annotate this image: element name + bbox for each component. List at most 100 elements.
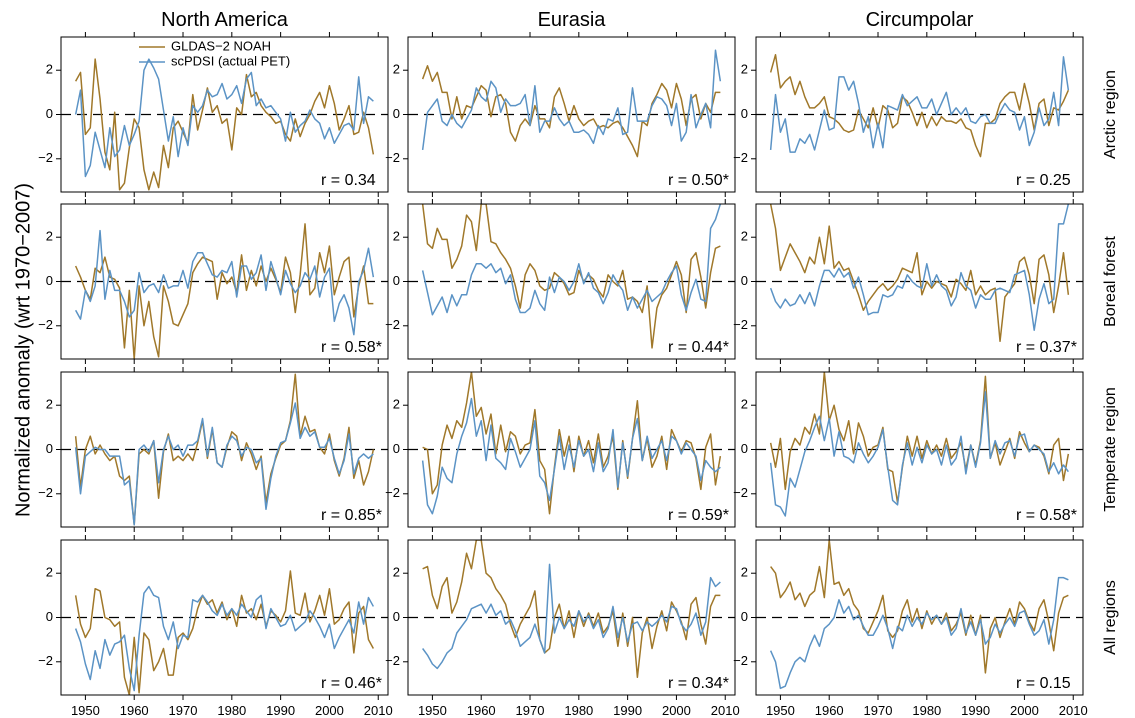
x-tick-label-north-america-all-regions-1970: 1970 <box>169 703 198 718</box>
series-line-scpdsi-eurasia-arctic-region <box>421 49 722 151</box>
y-tick-label-eurasia-boreal-forest-0: 0 <box>393 273 400 288</box>
x-tick-label-north-america-all-regions-1980: 1980 <box>217 703 246 718</box>
y-tick-label-eurasia-temperate-region-0: 0 <box>393 441 400 456</box>
x-tick-label-north-america-all-regions-1990: 1990 <box>266 703 295 718</box>
x-tick-label-eurasia-all-regions-2010: 2010 <box>711 703 740 718</box>
series-line-gldas-eurasia-temperate-region <box>422 372 722 515</box>
series-line-scpdsi-north-america-all-regions <box>74 585 375 692</box>
y-tick-label-eurasia-temperate-region--2: −2 <box>385 485 400 500</box>
legend-label-scpdsi: scPDSI (actual PET) <box>171 53 290 68</box>
y-tick-label-north-america-arctic-region-2: 2 <box>46 62 53 77</box>
x-tick-label-circumpolar-all-regions-1960: 1960 <box>815 703 844 718</box>
y-tick-label-circumpolar-temperate-region-0: 0 <box>741 441 748 456</box>
column-title-eurasia: Eurasia <box>538 9 607 31</box>
r-annotation-circumpolar-arctic-region: r = 0.25 <box>1016 172 1071 189</box>
r-annotation-circumpolar-boreal-forest: r = 0.37* <box>1016 339 1077 356</box>
series-line-gldas-circumpolar-arctic-region <box>769 53 1070 158</box>
x-tick-label-circumpolar-all-regions-2010: 2010 <box>1059 703 1088 718</box>
y-tick-label-circumpolar-arctic-region--2: −2 <box>733 150 748 165</box>
y-tick-label-north-america-arctic-region-0: 0 <box>46 106 53 121</box>
x-tick-label-north-america-all-regions-2000: 2000 <box>315 703 344 718</box>
y-tick-label-north-america-all-regions-0: 0 <box>46 609 53 624</box>
series-line-scpdsi-circumpolar-boreal-forest <box>769 204 1070 331</box>
x-tick-label-circumpolar-all-regions-1980: 1980 <box>912 703 941 718</box>
row-title-all-regions: All regions <box>1102 580 1119 655</box>
row-title-boreal-forest: Boreal forest <box>1102 236 1119 327</box>
legend-label-gldas: GLDAS−2 NOAH <box>171 38 271 53</box>
x-tick-label-circumpolar-all-regions-1990: 1990 <box>961 703 990 718</box>
r-annotation-eurasia-temperate-region: r = 0.59* <box>668 507 729 524</box>
series-line-scpdsi-north-america-boreal-forest <box>74 229 375 336</box>
series-line-scpdsi-north-america-arctic-region <box>74 58 374 178</box>
x-tick-label-eurasia-all-regions-1980: 1980 <box>564 703 593 718</box>
y-tick-label-circumpolar-boreal-forest-0: 0 <box>741 273 748 288</box>
y-tick-label-eurasia-all-regions-2: 2 <box>393 565 400 580</box>
row-title-temperate-region: Temperate region <box>1102 387 1119 512</box>
r-annotation-eurasia-boreal-forest: r = 0.44* <box>668 339 729 356</box>
column-title-north-america: North America <box>161 9 289 31</box>
x-tick-label-circumpolar-all-regions-2000: 2000 <box>1010 703 1039 718</box>
y-tick-label-north-america-boreal-forest--2: −2 <box>38 317 53 332</box>
x-tick-label-eurasia-all-regions-1970: 1970 <box>516 703 545 718</box>
series-line-gldas-circumpolar-all-regions <box>770 540 1069 674</box>
y-tick-label-circumpolar-boreal-forest-2: 2 <box>741 229 748 244</box>
y-tick-label-circumpolar-all-regions-2: 2 <box>741 565 748 580</box>
x-tick-label-eurasia-all-regions-1990: 1990 <box>613 703 642 718</box>
x-tick-label-north-america-all-regions-2010: 2010 <box>364 703 393 718</box>
series-line-scpdsi-eurasia-boreal-forest <box>421 204 722 316</box>
y-tick-label-eurasia-arctic-region--2: −2 <box>385 150 400 165</box>
series-line-gldas-circumpolar-temperate-region <box>769 372 1070 504</box>
row-title-arctic-region: Arctic region <box>1102 70 1119 159</box>
y-tick-label-circumpolar-boreal-forest--2: −2 <box>733 317 748 332</box>
y-axis-label: Normalized anomaly (wrt 1970−2007) <box>12 183 34 517</box>
series-line-scpdsi-eurasia-all-regions <box>422 563 721 670</box>
y-tick-label-north-america-arctic-region--2: −2 <box>38 150 53 165</box>
series-line-scpdsi-eurasia-temperate-region <box>421 397 721 515</box>
series-line-gldas-north-america-boreal-forest <box>74 223 374 359</box>
r-annotation-circumpolar-temperate-region: r = 0.58* <box>1016 507 1077 524</box>
y-tick-label-north-america-boreal-forest-2: 2 <box>46 229 53 244</box>
series-line-gldas-eurasia-boreal-forest <box>421 204 721 349</box>
y-tick-label-circumpolar-temperate-region--2: −2 <box>733 485 748 500</box>
r-annotation-north-america-boreal-forest: r = 0.58* <box>321 339 382 356</box>
y-tick-label-eurasia-temperate-region-2: 2 <box>393 397 400 412</box>
y-tick-label-circumpolar-arctic-region-2: 2 <box>741 62 748 77</box>
r-annotation-north-america-all-regions: r = 0.46* <box>321 675 382 692</box>
y-tick-label-north-america-all-regions-2: 2 <box>46 565 53 580</box>
r-annotation-north-america-arctic-region: r = 0.34 <box>321 172 376 189</box>
y-tick-label-north-america-all-regions--2: −2 <box>38 653 53 668</box>
x-tick-label-eurasia-all-regions-1950: 1950 <box>418 703 447 718</box>
y-tick-label-north-america-temperate-region--2: −2 <box>38 485 53 500</box>
y-tick-label-circumpolar-arctic-region-0: 0 <box>741 106 748 121</box>
x-tick-label-circumpolar-all-regions-1970: 1970 <box>864 703 893 718</box>
x-tick-label-circumpolar-all-regions-1950: 1950 <box>766 703 795 718</box>
y-tick-label-eurasia-boreal-forest-2: 2 <box>393 229 400 244</box>
x-tick-label-north-america-all-regions-1960: 1960 <box>120 703 149 718</box>
series-line-gldas-circumpolar-boreal-forest <box>769 204 1070 343</box>
series-line-scpdsi-circumpolar-arctic-region <box>769 56 1070 153</box>
y-tick-label-eurasia-all-regions--2: −2 <box>385 653 400 668</box>
series-line-scpdsi-circumpolar-all-regions <box>769 576 1069 690</box>
y-tick-label-north-america-temperate-region-0: 0 <box>46 441 53 456</box>
y-tick-label-circumpolar-temperate-region-2: 2 <box>741 397 748 412</box>
x-tick-label-eurasia-all-regions-1960: 1960 <box>467 703 496 718</box>
y-tick-label-eurasia-all-regions-0: 0 <box>393 609 400 624</box>
r-annotation-north-america-temperate-region: r = 0.85* <box>321 507 382 524</box>
y-tick-label-eurasia-arctic-region-0: 0 <box>393 106 400 121</box>
r-annotation-circumpolar-all-regions: r = 0.15 <box>1016 675 1071 692</box>
r-annotation-eurasia-arctic-region: r = 0.50* <box>668 172 729 189</box>
series-line-scpdsi-north-america-temperate-region <box>74 402 374 526</box>
y-tick-label-eurasia-arctic-region-2: 2 <box>393 62 400 77</box>
y-tick-label-circumpolar-all-regions--2: −2 <box>733 653 748 668</box>
series-line-gldas-north-america-arctic-region <box>74 58 375 191</box>
y-tick-label-north-america-temperate-region-2: 2 <box>46 397 53 412</box>
x-tick-label-north-america-all-regions-1950: 1950 <box>71 703 100 718</box>
y-tick-label-eurasia-boreal-forest--2: −2 <box>385 317 400 332</box>
y-tick-label-north-america-boreal-forest-0: 0 <box>46 273 53 288</box>
r-annotation-eurasia-all-regions: r = 0.34* <box>668 675 729 692</box>
y-tick-label-circumpolar-all-regions-0: 0 <box>741 609 748 624</box>
series-line-gldas-eurasia-arctic-region <box>421 65 721 158</box>
series-line-scpdsi-circumpolar-temperate-region <box>769 391 1069 517</box>
